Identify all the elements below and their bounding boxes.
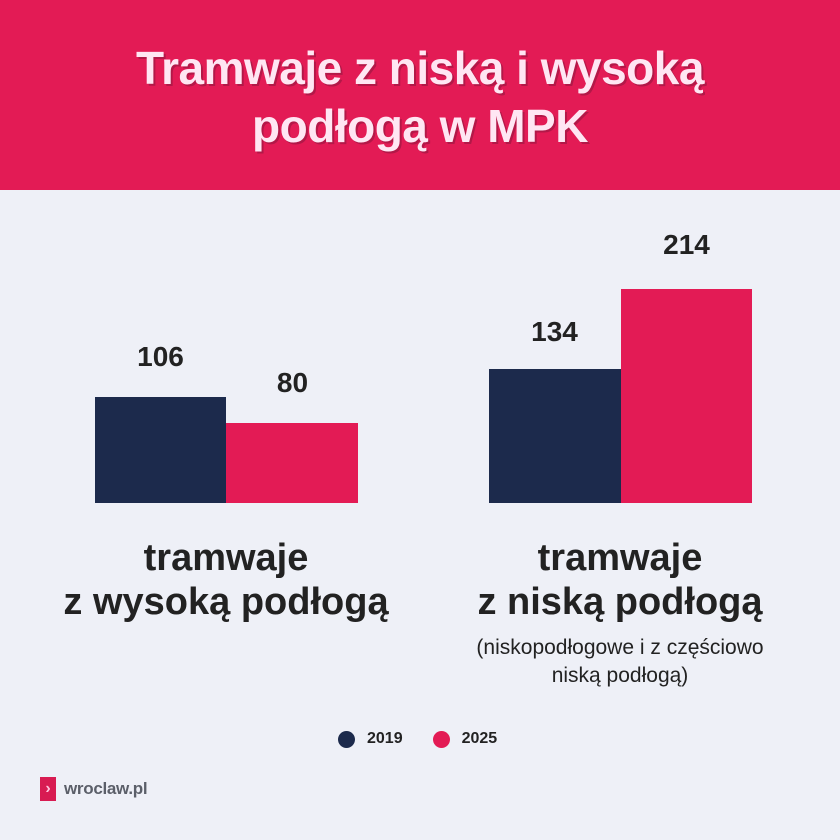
- legend-item-2025: 2025: [432, 730, 498, 748]
- category-label-low-floor: tramwaje z niską podłogą: [420, 536, 820, 624]
- legend-item-2019: 2019: [338, 730, 403, 748]
- legend-dot-2025-icon: [432, 730, 450, 748]
- sublabel-line-2: niską podłogą): [551, 664, 689, 687]
- category-label-line-1: tramwaje: [143, 537, 309, 579]
- title-line-2: podłogą w MPK: [252, 100, 588, 152]
- category-label-line-1: tramwaje: [537, 537, 703, 579]
- logo-text: wroclaw.pl: [64, 779, 148, 798]
- legend-label-2025: 2025: [461, 730, 498, 747]
- bar-2025-low-floor: [621, 289, 752, 503]
- wroclaw-logo: › wroclaw.pl: [40, 777, 148, 801]
- category-label-line-2: z wysoką podłogą: [63, 581, 389, 623]
- title-line-1: Tramwaje z niską i wysoką: [136, 42, 704, 94]
- category-label-high-floor: tramwaje z wysoką podłogą: [26, 536, 426, 624]
- bar-2019-high-floor: [95, 397, 226, 503]
- legend-dot-2019-icon: [338, 730, 355, 748]
- value-label-2019-high-floor: 106: [137, 341, 184, 372]
- sublabel-line-1: (niskopodłogowe i z częściowo: [476, 636, 764, 659]
- chart-title: Tramwaje z niską i wysoką podłogą w MPK: [136, 39, 704, 155]
- bar-2019-low-floor: [489, 369, 621, 503]
- legend-label-2019: 2019: [367, 730, 403, 747]
- value-label-2025-low-floor: 214: [663, 229, 710, 260]
- legend: 2019 2025: [338, 730, 527, 748]
- category-label-line-2: z niską podłogą: [477, 581, 763, 623]
- chevron-right-icon: ›: [40, 777, 56, 801]
- bar-2025-high-floor: [226, 423, 358, 503]
- category-sublabel-low-floor: (niskopodłogowe i z częściowo niską podł…: [420, 634, 820, 690]
- header-banner: Tramwaje z niską i wysoką podłogą w MPK: [0, 0, 840, 190]
- value-label-2025-high-floor: 80: [276, 367, 309, 398]
- value-label-2019-low-floor: 134: [531, 316, 578, 347]
